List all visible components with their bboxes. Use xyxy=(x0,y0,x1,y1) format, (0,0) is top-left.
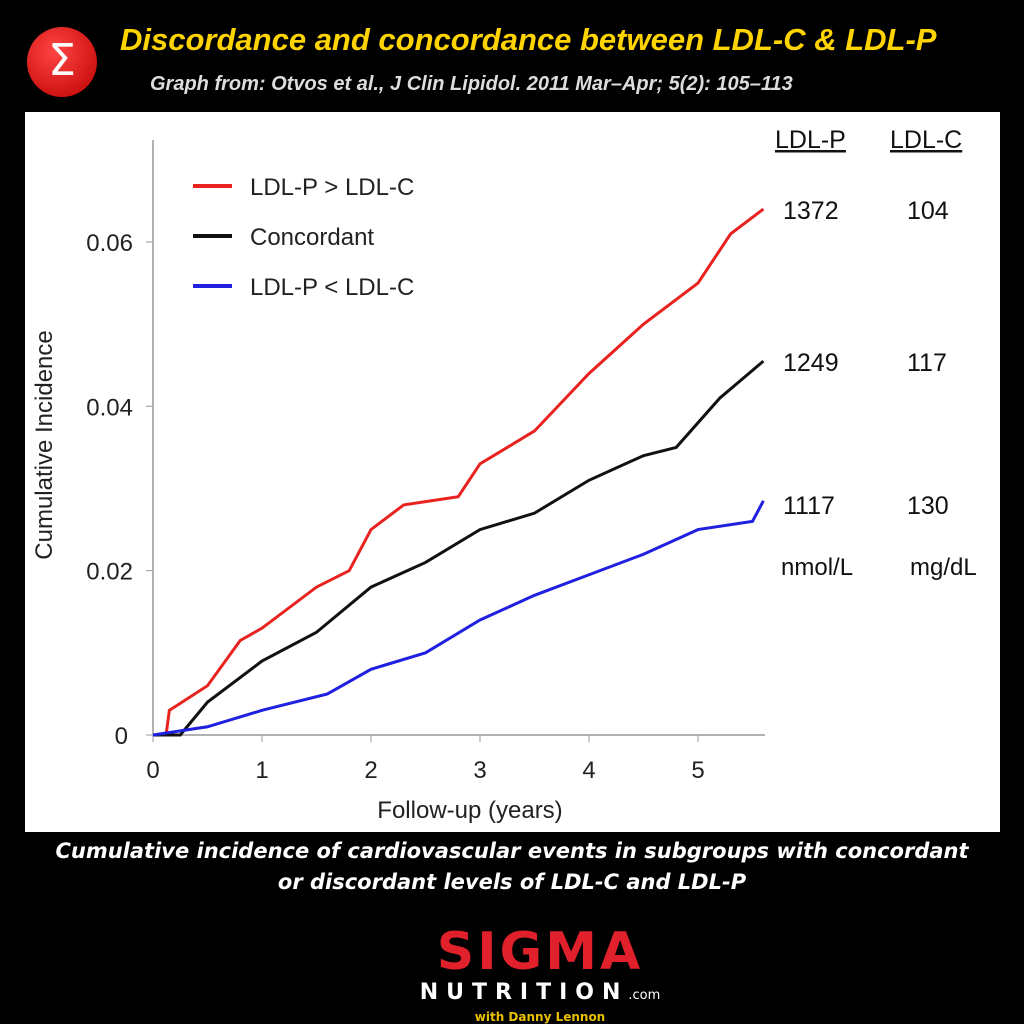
y-tick-label: 0.02 xyxy=(86,559,133,586)
chart-panel xyxy=(25,112,1000,832)
ldl-c-value: 117 xyxy=(907,349,947,377)
series-line xyxy=(152,500,765,737)
legend-label: LDL-P < LDL-C xyxy=(250,274,414,301)
table-header-ldl-p: LDL-P xyxy=(775,126,846,154)
logo-nutrition: NUTRITION.com xyxy=(380,979,700,1010)
x-tick-label: 5 xyxy=(691,757,704,784)
table-header-ldl-c: LDL-C xyxy=(890,126,962,154)
x-tick-label: 1 xyxy=(255,757,268,784)
sigma-badge-icon: Σ xyxy=(27,27,97,97)
legend-label: Concordant xyxy=(250,224,374,251)
logo-domain: .com xyxy=(628,988,661,1003)
y-tick-label: 0.04 xyxy=(86,394,133,421)
x-tick-label: 0 xyxy=(146,757,159,784)
unit-ldl-c: mg/dL xyxy=(910,554,977,581)
x-tick-label: 2 xyxy=(364,757,377,784)
ldl-p-value: 1117 xyxy=(783,492,835,520)
unit-ldl-p: nmol/L xyxy=(781,554,853,581)
logo-with: with Danny Lennon xyxy=(474,1010,606,1024)
ldl-p-value: 1249 xyxy=(783,349,839,377)
ldl-c-value: 104 xyxy=(907,197,949,225)
ldl-c-value: 130 xyxy=(907,492,949,520)
y-axis-label: Cumulative Incidence xyxy=(31,330,58,559)
series-line xyxy=(153,207,765,737)
page-title: Discordance and concordance between LDL-… xyxy=(120,22,937,57)
x-axis-label: Follow-up (years) xyxy=(377,797,562,824)
sigma-nutrition-logo: SIGMA NUTRITION.com with Danny Lennon xyxy=(380,925,700,1024)
figure-caption: Cumulative incidence of cardiovascular e… xyxy=(55,839,969,894)
y-tick-label: 0.06 xyxy=(86,230,133,257)
legend-label: LDL-P > LDL-C xyxy=(250,174,414,201)
chart: 0 1 2 3 4 5 0 0.02 0.04 0.06 Follow-up (years) Cumu… xyxy=(31,126,977,824)
logo-nutrition-text: NUTRITION xyxy=(419,980,629,1005)
x-tick-label: 3 xyxy=(473,757,486,784)
series-line xyxy=(153,359,765,737)
ldl-p-value: 1372 xyxy=(783,197,839,225)
logo-sigma: SIGMA xyxy=(436,922,644,982)
source-citation: Graph from: Otvos et al., J Clin Lipidol… xyxy=(150,73,793,95)
y-tick-label: 0 xyxy=(115,723,128,750)
x-tick-label: 4 xyxy=(582,757,595,784)
